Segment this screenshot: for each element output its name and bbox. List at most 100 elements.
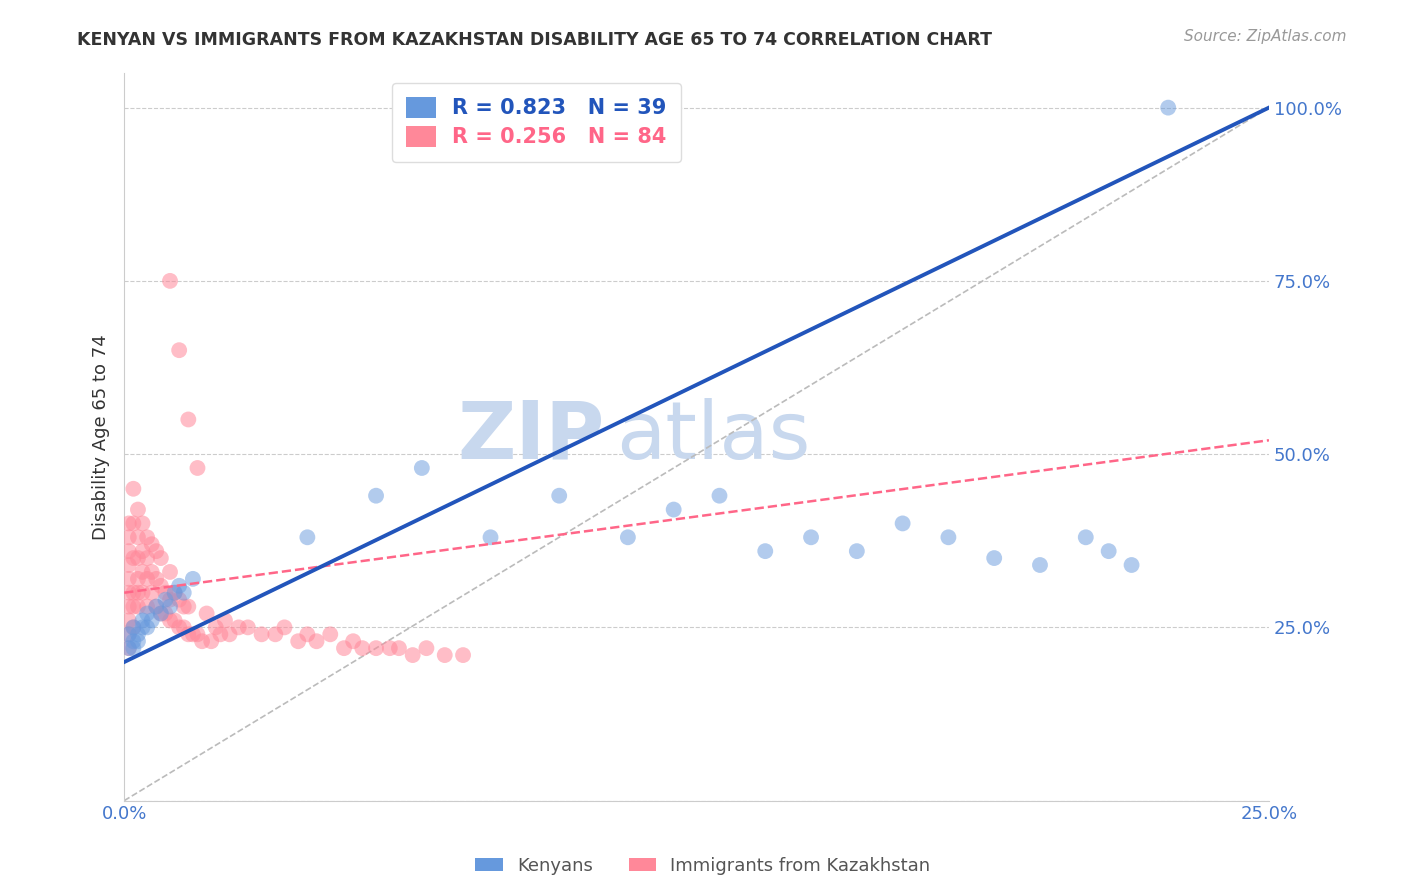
Point <box>145 544 167 558</box>
Point <box>1029 558 1052 572</box>
Point <box>167 592 190 607</box>
Point <box>122 620 145 634</box>
Point <box>159 614 181 628</box>
Point <box>617 530 640 544</box>
Point <box>159 599 181 614</box>
Point <box>131 614 153 628</box>
Point <box>118 641 141 656</box>
Point <box>149 551 172 566</box>
Point <box>352 641 374 656</box>
Point <box>141 537 163 551</box>
Point <box>364 641 387 656</box>
Point <box>167 343 190 358</box>
Point <box>181 627 204 641</box>
Point <box>364 489 387 503</box>
Point <box>163 614 186 628</box>
Point <box>136 607 159 621</box>
Point <box>122 585 145 599</box>
Text: Source: ZipAtlas.com: Source: ZipAtlas.com <box>1184 29 1347 44</box>
Point <box>122 551 145 566</box>
Point <box>548 489 571 503</box>
Point <box>333 641 356 656</box>
Point <box>127 551 149 566</box>
Point <box>1074 530 1097 544</box>
Point <box>122 516 145 531</box>
Point <box>415 641 437 656</box>
Point <box>131 565 153 579</box>
Point <box>181 572 204 586</box>
Point <box>479 530 502 544</box>
Point <box>159 592 181 607</box>
Point <box>709 489 731 503</box>
Point <box>342 634 364 648</box>
Point <box>122 599 145 614</box>
Point <box>209 627 232 641</box>
Point <box>173 585 195 599</box>
Point <box>204 620 226 634</box>
Point <box>319 627 342 641</box>
Point <box>433 648 456 662</box>
Point <box>122 620 145 634</box>
Point <box>118 544 141 558</box>
Point <box>122 482 145 496</box>
Point <box>118 627 141 641</box>
Legend: R = 0.823   N = 39, R = 0.256   N = 84: R = 0.823 N = 39, R = 0.256 N = 84 <box>392 83 681 161</box>
Point <box>127 530 149 544</box>
Point <box>131 585 153 599</box>
Point <box>1098 544 1121 558</box>
Point <box>273 620 295 634</box>
Point <box>155 607 177 621</box>
Point <box>983 551 1005 566</box>
Point <box>297 627 319 641</box>
Point <box>118 641 141 656</box>
Point <box>402 648 425 662</box>
Point <box>378 641 401 656</box>
Point <box>264 627 287 641</box>
Point <box>236 620 259 634</box>
Point <box>938 530 960 544</box>
Point <box>118 599 141 614</box>
Point <box>218 627 240 641</box>
Point <box>141 585 163 599</box>
Point <box>141 614 163 628</box>
Point <box>186 461 208 475</box>
Point <box>845 544 868 558</box>
Point <box>214 614 236 628</box>
Point <box>149 607 172 621</box>
Point <box>145 599 167 614</box>
Text: KENYAN VS IMMIGRANTS FROM KAZAKHSTAN DISABILITY AGE 65 TO 74 CORRELATION CHART: KENYAN VS IMMIGRANTS FROM KAZAKHSTAN DIS… <box>77 31 993 49</box>
Point <box>118 585 141 599</box>
Point <box>118 614 141 628</box>
Point <box>141 565 163 579</box>
Text: ZIP: ZIP <box>458 398 605 475</box>
Point <box>131 620 153 634</box>
Point <box>136 620 159 634</box>
Point <box>131 516 153 531</box>
Point <box>250 627 273 641</box>
Point <box>122 634 145 648</box>
Point <box>118 572 141 586</box>
Point <box>297 530 319 544</box>
Point <box>388 641 411 656</box>
Y-axis label: Disability Age 65 to 74: Disability Age 65 to 74 <box>93 334 110 540</box>
Point <box>136 551 159 566</box>
Point <box>159 274 181 288</box>
Point <box>127 627 149 641</box>
Point <box>145 599 167 614</box>
Point <box>149 607 172 621</box>
Point <box>118 558 141 572</box>
Point <box>191 634 214 648</box>
Point <box>1121 558 1143 572</box>
Point <box>411 461 433 475</box>
Legend: Kenyans, Immigrants from Kazakhstan: Kenyans, Immigrants from Kazakhstan <box>468 850 938 882</box>
Point <box>159 565 181 579</box>
Point <box>177 627 200 641</box>
Point <box>118 516 141 531</box>
Point <box>136 599 159 614</box>
Point <box>118 530 141 544</box>
Point <box>200 634 222 648</box>
Point <box>136 530 159 544</box>
Point <box>127 572 149 586</box>
Point <box>228 620 250 634</box>
Point <box>754 544 776 558</box>
